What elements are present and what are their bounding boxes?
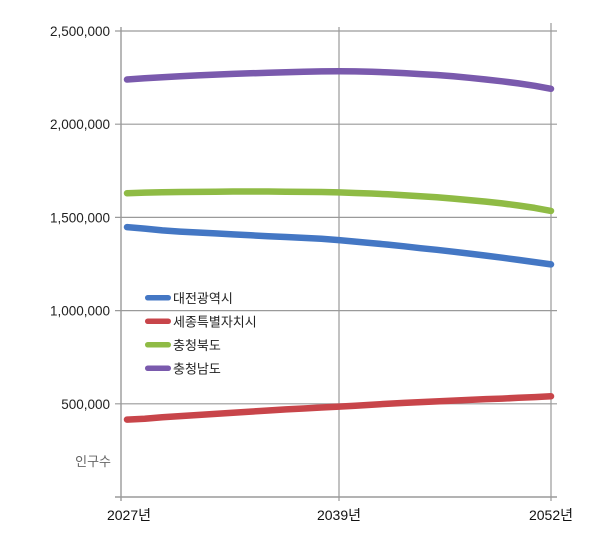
legend-swatch <box>145 318 171 324</box>
y-tick-label: 500,000 <box>61 397 110 412</box>
legend-item: 세종특별자치시 <box>145 315 257 330</box>
y-tick-label: 1,500,000 <box>50 210 110 225</box>
x-tick-label: 2027년 <box>107 507 151 523</box>
series-line-1 <box>123 393 555 423</box>
y-tick-label: 2,500,000 <box>50 24 110 39</box>
legend-label: 충청북도 <box>173 338 221 353</box>
x-tick-label: 2052년 <box>529 507 573 523</box>
series-line-2 <box>123 188 555 215</box>
x-tick-label: 2039년 <box>317 507 361 523</box>
legend-item: 충청북도 <box>145 338 221 353</box>
x-axis-ticks: 2027년 2039년 2052년 <box>107 507 573 523</box>
y-tick-label: 1,000,000 <box>50 304 110 319</box>
y-axis-label: 인구수 <box>75 454 111 469</box>
legend-swatch <box>145 295 171 301</box>
gridlines <box>115 30 557 405</box>
legend-label: 대전광역시 <box>173 291 233 306</box>
legend-item: 충청남도 <box>145 362 221 377</box>
y-tick-label: 2,000,000 <box>50 117 110 132</box>
legend-swatch <box>145 342 171 348</box>
y-axis-ticks: 500,000 1,000,000 1,500,000 2,000,000 2,500,… <box>50 24 110 412</box>
series-line-3 <box>123 68 555 93</box>
legend-label: 세종특별자치시 <box>173 315 257 330</box>
series-lines <box>123 68 555 423</box>
series-line-0 <box>123 223 555 268</box>
legend-swatch <box>145 365 171 371</box>
axes <box>115 23 557 501</box>
legend-item: 대전광역시 <box>145 291 233 306</box>
legend-label: 충청남도 <box>173 362 221 377</box>
